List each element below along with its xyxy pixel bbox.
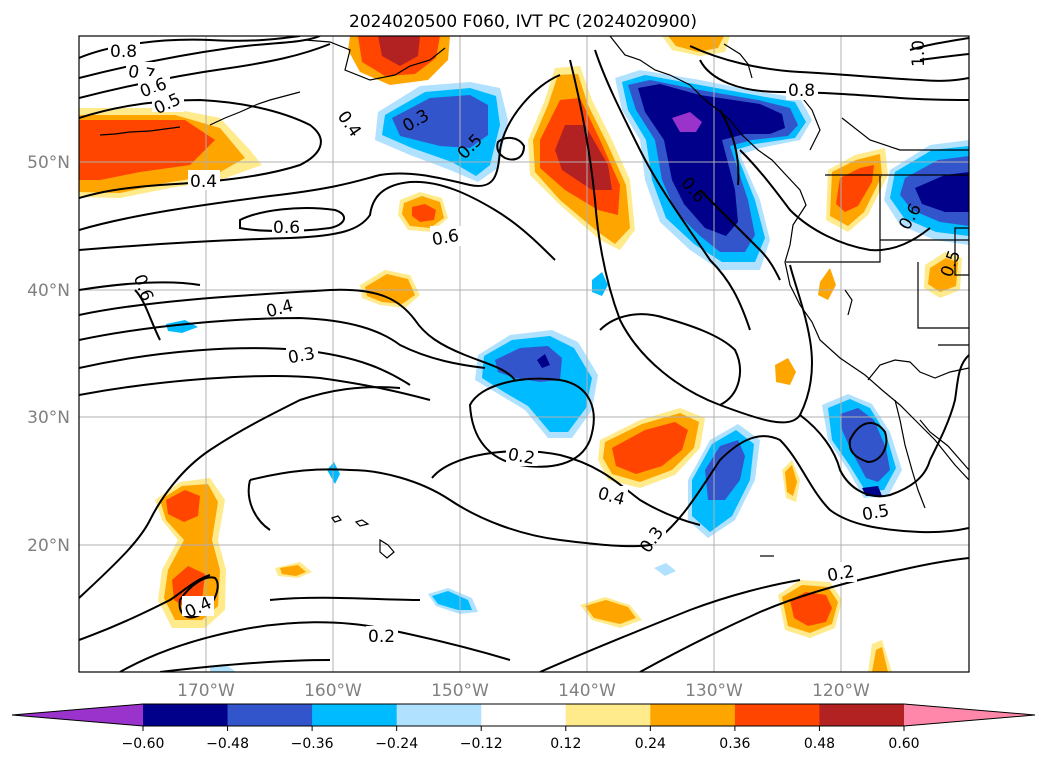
colorbar-segment [312, 704, 398, 726]
positive-anomaly-region [836, 165, 874, 212]
map-area: 0.8 0.7 0.6 0.5 0.4 0.3 0.5 0.4 0.6 0.6 … [79, 36, 969, 672]
lat-label: 20°N [27, 536, 70, 556]
positive-anomaly-region [612, 422, 688, 474]
positive-anomaly-region [872, 647, 888, 672]
colorbar-tick-label: 0.48 [804, 736, 835, 752]
negative-anomaly-region [392, 95, 488, 148]
colorbar-tick-label: 0.12 [550, 736, 581, 752]
colorbar-segment [143, 704, 229, 726]
negative-anomaly-region [654, 563, 676, 576]
colorbar-segment [565, 704, 651, 726]
colorbar-tick-label: 0.24 [635, 736, 666, 752]
contour-label: 0.2 [368, 627, 395, 647]
contour-label: 0.2 [506, 445, 536, 469]
colorbar-tick-label: −0.60 [122, 736, 165, 752]
figure-title: 2024020500 F060, IVT PC (2024020900) [349, 12, 697, 32]
colorbar-tick-label: 0.60 [888, 736, 919, 752]
colorbar-segment [819, 704, 905, 726]
contour-labels: 0.8 0.7 0.6 0.5 0.4 0.3 0.5 0.4 0.6 0.6 … [108, 40, 965, 647]
colorbar-segment [650, 704, 736, 726]
negative-anomaly-region [432, 591, 472, 610]
lon-label: 170°W [177, 681, 235, 701]
colorbar-tick-label: −0.24 [375, 736, 418, 752]
lon-label: 140°W [558, 681, 616, 701]
lat-label: 40°N [27, 281, 70, 301]
colorbar: −0.60 −0.48 −0.36 −0.24 −0.12 0.12 0.24 0.36 0.4… [11, 703, 1036, 752]
negative-anomaly-region [705, 440, 745, 500]
contour-label: 1.0 [909, 40, 929, 67]
colorbar-extend-min [12, 704, 143, 726]
positive-anomaly-region [928, 258, 958, 292]
latitude-labels: 50°N 40°N 30°N 20°N [27, 153, 70, 556]
colorbar-tick-label: −0.48 [206, 736, 249, 752]
positive-anomaly-region [775, 358, 796, 385]
colorbar-tick-label: −0.36 [291, 736, 334, 752]
negative-anomaly-region [537, 354, 550, 368]
coastlines [99, 36, 969, 559]
negative-anomaly-region [915, 172, 969, 212]
lat-label: 30°N [27, 408, 70, 428]
contour-label: 0.4 [190, 172, 217, 192]
positive-anomaly-region [365, 274, 415, 304]
colorbar-segment [481, 704, 567, 726]
positive-anomaly-region [412, 204, 436, 222]
positive-anomaly-region [790, 592, 832, 626]
colorbar-tick-label: −0.12 [460, 736, 503, 752]
colorbar-segment [227, 704, 313, 726]
contour-label: 0.6 [430, 226, 460, 250]
contour-label: 0.6 [273, 218, 300, 238]
lon-label: 120°W [812, 681, 870, 701]
positive-anomaly-region [280, 565, 306, 576]
contour-label: 0.2 [826, 562, 856, 586]
negative-anomaly-region [210, 664, 236, 672]
colorbar-segment [396, 704, 482, 726]
positive-anomaly-region [785, 465, 797, 496]
positive-anomaly-region [378, 36, 420, 66]
lon-label: 150°W [431, 681, 489, 701]
negative-anomaly-region [672, 112, 702, 132]
colorbar-segment [734, 704, 820, 726]
positive-anomaly-region [555, 125, 612, 190]
contour-label: 0.3 [286, 344, 316, 368]
contour-label: 0.5 [861, 501, 891, 525]
contour-label: 0.8 [110, 42, 137, 62]
longitude-labels: 170°W 160°W 150°W 140°W 130°W 120°W [177, 681, 870, 701]
positive-anomaly-region [166, 490, 200, 522]
contour-label: 0.8 [788, 81, 815, 101]
lat-label: 50°N [27, 153, 70, 173]
colorbar-tick-label: 0.36 [719, 736, 750, 752]
positive-anomaly-region [585, 600, 636, 624]
positive-anomaly-region [79, 120, 215, 180]
colorbar-extend-max [904, 704, 1035, 726]
lon-label: 160°W [304, 681, 362, 701]
lon-label: 130°W [685, 681, 743, 701]
map-frame [78, 35, 970, 673]
positive-anomaly-region [818, 268, 836, 300]
negative-anomaly-region [840, 408, 890, 482]
positive-anomaly-region [668, 36, 724, 52]
